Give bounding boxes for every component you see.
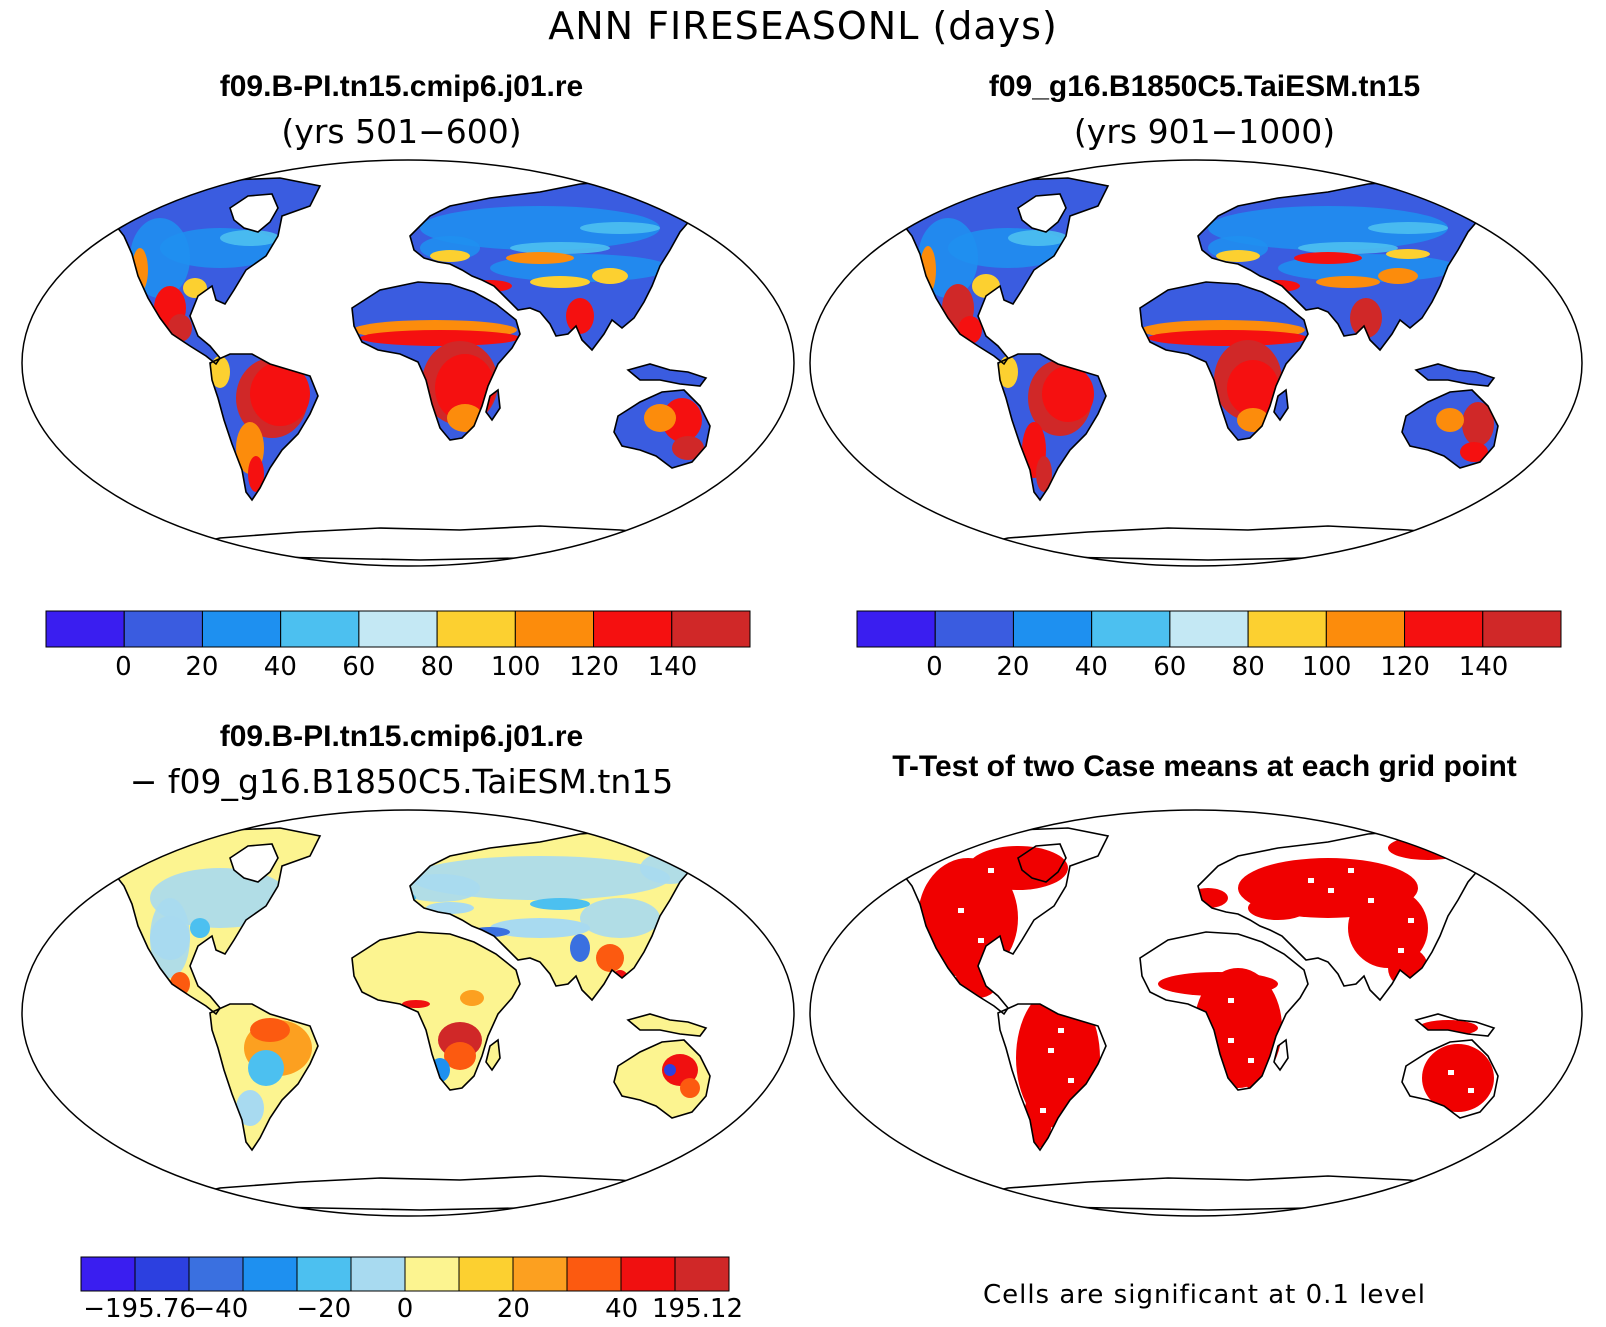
colorbar-tick-label: 20 [996, 652, 1030, 682]
colorbar-swatch [671, 610, 751, 648]
colorbar-swatch [1247, 610, 1327, 648]
colorbar-tick-label: 100 [1301, 652, 1352, 682]
panel-3-title: f09.B-PI.tn15.cmip6.j01.re [219, 720, 584, 753]
colorbar-swatch [188, 1256, 244, 1292]
colorbar-panel-1-labels: 0 20 40 60 80 100 120 140 [0, 652, 803, 692]
colorbar-panel-3 [80, 1256, 730, 1292]
colorbar-swatch [1012, 610, 1093, 648]
colorbar-panel-2 [856, 610, 1562, 648]
map-panel-2 [809, 159, 1583, 567]
panel-2-subtitle: (yrs 901−1000) [1073, 112, 1336, 151]
colorbar-swatch [134, 1256, 190, 1292]
colorbar-tick-label: 140 [647, 652, 698, 682]
colorbar-swatch [201, 610, 282, 648]
colorbar-swatch [404, 1256, 460, 1292]
colorbar-swatch [280, 610, 360, 648]
figure-title: ANN FIRESEASONL (days) [548, 4, 1058, 48]
map-panel-1 [21, 159, 795, 567]
colorbar-panel-1 [45, 610, 751, 648]
colorbar-swatch [514, 610, 595, 648]
panel-2-title: f09_g16.B1850C5.TaiESM.tn15 [988, 70, 1421, 103]
colorbar-tick-label: 0 [926, 652, 943, 682]
colorbar-tick-label: 195.12 [652, 1294, 743, 1324]
colorbar-swatch [436, 610, 516, 648]
colorbar-swatch [358, 610, 438, 648]
colorbar-tick-label: 40 [1074, 652, 1108, 682]
colorbar-swatch [45, 610, 125, 648]
map-panel-4 [809, 809, 1583, 1217]
colorbar-swatch [566, 1256, 622, 1292]
colorbar-swatch [80, 1256, 136, 1292]
colorbar-tick-label: 120 [569, 652, 619, 682]
colorbar-swatch [296, 1256, 352, 1292]
colorbar-tick-label: −20 [296, 1294, 352, 1324]
colorbar-swatch [856, 610, 936, 648]
panel-1-title: f09.B-PI.tn15.cmip6.j01.re [219, 70, 584, 103]
colorbar-swatch [242, 1256, 298, 1292]
colorbar-tick-label: −40 [193, 1294, 249, 1324]
colorbar-swatch [1404, 610, 1484, 648]
colorbar-tick-label: 0 [115, 652, 132, 682]
colorbar-swatch [593, 610, 673, 648]
colorbar-tick-label: 20 [185, 652, 219, 682]
colorbar-swatch [934, 610, 1014, 648]
colorbar-swatch [1482, 610, 1562, 648]
colorbar-tick-label: 60 [342, 652, 376, 682]
colorbar-swatch [350, 1256, 406, 1292]
significance-note: Cells are significant at 0.1 level [982, 1280, 1427, 1310]
panel-4-title: T-Test of two Case means at each grid po… [892, 750, 1517, 783]
colorbar-tick-label: 100 [490, 652, 541, 682]
colorbar-swatch [1169, 610, 1249, 648]
colorbar-tick-label: 80 [1231, 652, 1265, 682]
colorbar-swatch [620, 1256, 676, 1292]
colorbar-swatch [1325, 610, 1406, 648]
colorbar-swatch [123, 610, 203, 648]
colorbar-tick-label: 40 [605, 1294, 639, 1324]
colorbar-swatch [674, 1256, 730, 1292]
colorbar-panel-3-labels: −195.76 −40 −20 0 20 40 195.12 [0, 1294, 803, 1327]
colorbar-swatch [512, 1256, 568, 1292]
panel-1-subtitle: (yrs 501−600) [281, 112, 522, 151]
colorbar-swatch [458, 1256, 514, 1292]
colorbar-tick-label: −195.76 [83, 1294, 196, 1324]
colorbar-tick-label: 0 [396, 1294, 414, 1324]
panel-3-subtitle: − f09_g16.B1850C5.TaiESM.tn15 [129, 762, 674, 801]
colorbar-tick-label: 40 [263, 652, 297, 682]
map-panel-3 [21, 809, 795, 1217]
colorbar-tick-label: 60 [1153, 652, 1187, 682]
colorbar-tick-label: 120 [1380, 652, 1430, 682]
colorbar-swatch [1091, 610, 1171, 648]
colorbar-panel-2-labels: 0 20 40 60 80 100 120 140 [0, 652, 1606, 692]
colorbar-tick-label: 80 [420, 652, 454, 682]
colorbar-tick-label: 20 [496, 1294, 530, 1324]
colorbar-tick-label: 140 [1458, 652, 1509, 682]
